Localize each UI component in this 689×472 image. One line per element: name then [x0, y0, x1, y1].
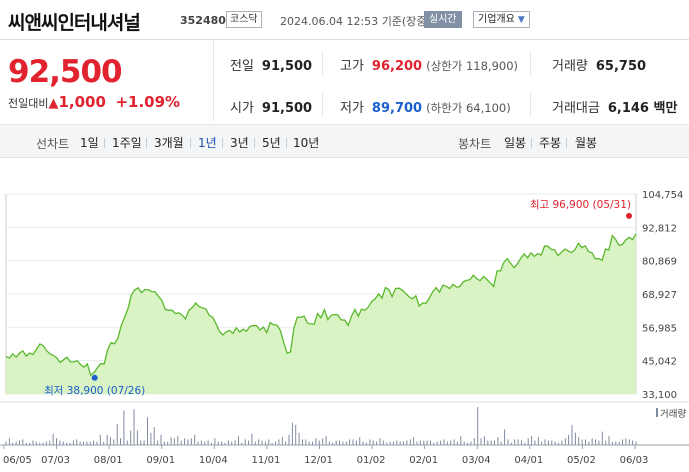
candle-chart-label: 봉차트 [458, 137, 492, 151]
volume-legend-swatch [656, 408, 658, 417]
high-annotation: 최고 96,900 (05/31) [530, 199, 631, 211]
x-tick-label: 09/01 [146, 455, 175, 466]
chart-period-tabs: 선차트 1일 1주일 3개월 1년 3년 5년 10년 봉차트 일봉 주봉 월봉 [0, 124, 689, 158]
tab-separator [222, 138, 223, 148]
y-tick-label: 92,812 [642, 223, 677, 234]
x-tick-label: 12/01 [304, 455, 333, 466]
current-price: 92,500 [8, 54, 123, 90]
low-stat: 저가 89,700 (하한가 64,100) [340, 97, 511, 116]
tab-separator [286, 138, 287, 148]
x-tick-label: 10/04 [199, 455, 228, 466]
market-badge: 코스닥 [226, 11, 262, 28]
y-tick-label: 80,869 [642, 257, 677, 268]
divider [322, 93, 323, 117]
price-line [5, 233, 637, 377]
high-label: 고가 [340, 59, 364, 74]
up-triangle-icon: ▲ [48, 96, 59, 111]
price-change: 전일대비▲1,000 +1.09% [8, 93, 180, 111]
x-tick-label: 03/04 [462, 455, 491, 466]
volume-label: 거래량 [552, 59, 588, 74]
change-label: 전일대비 [8, 97, 49, 110]
x-tick-label: 02/01 [409, 455, 438, 466]
tab-3y[interactable]: 3년 [230, 136, 249, 150]
stock-code: 352480 [180, 14, 226, 27]
price-panel: 92,500 전일대비▲1,000 +1.09% [0, 41, 214, 121]
tab-separator [104, 138, 105, 148]
stock-header: 씨앤씨인터내셔널 352480 코스닥 2024.06.04 12:53 기준(… [0, 0, 689, 40]
volume-bars: 거래량 [0, 401, 689, 446]
volume-legend-label: 거래량 [660, 408, 686, 420]
prev-close-stat: 전일 91,500 [230, 55, 312, 74]
open-value: 91,500 [261, 101, 313, 116]
tab-3m[interactable]: 3개월 [154, 136, 184, 150]
x-tick-label: 01/02 [357, 455, 386, 466]
trade-value-stat: 거래대금 6,146 백만 [552, 97, 677, 116]
x-tick-label: 08/01 [94, 455, 123, 466]
x-tick-label: 04/01 [514, 455, 543, 466]
company-overview-label: 기업개요 [478, 14, 515, 25]
tab-1d[interactable]: 1일 [80, 136, 99, 150]
realtime-button[interactable]: 실시간 [424, 11, 462, 28]
tab-separator [566, 138, 567, 148]
open-label: 시가 [230, 101, 254, 116]
y-tick-label: 68,927 [642, 290, 677, 301]
low-marker [91, 374, 98, 381]
x-axis-ticks: 06/05 07/03 08/01 09/01 10/04 11/01 12/01 01/02… [3, 445, 648, 466]
tab-5y[interactable]: 5년 [262, 136, 281, 150]
lower-limit: (하한가 64,100) [426, 101, 511, 115]
low-label: 저가 [340, 101, 364, 116]
x-tick-label: 06/03 [620, 455, 649, 466]
quote-datetime: 2024.06.04 12:53 기준(장중) [280, 13, 431, 29]
y-tick-label: 56,985 [642, 323, 677, 334]
high-marker [626, 212, 632, 219]
divider [322, 51, 323, 75]
open-stat: 시가 91,500 [230, 97, 312, 116]
y-tick-label: 45,042 [642, 357, 677, 368]
tab-weekly-candle[interactable]: 주봉 [539, 136, 562, 150]
volume-value: 65,750 [595, 59, 647, 74]
low-annotation: 최저 38,900 (07/26) [44, 385, 145, 397]
datetime-value: 2024.06.04 12:53 [280, 15, 379, 28]
company-overview-dropdown[interactable]: 기업개요 ▼ [473, 11, 530, 28]
trade-value-label: 거래대금 [552, 101, 600, 116]
tab-separator [190, 138, 191, 148]
trade-value-value: 6,146 백만 [607, 101, 678, 116]
y-tick-label: 33,100 [642, 390, 677, 401]
y-axis-ticks: 104,754 92,812 80,869 68,927 56,985 45,042 33,… [642, 190, 683, 401]
volume-stat: 거래량 65,750 [552, 55, 646, 74]
annotations: 최고 96,900 (05/31) 최저 38,900 (07/26) [44, 199, 632, 397]
tab-separator [254, 138, 255, 148]
high-value: 96,200 [371, 59, 423, 74]
price-area-fill [6, 234, 636, 394]
x-tick-label: 07/03 [41, 455, 70, 466]
quote-stats: 전일 91,500 고가 96,200 (상한가 118,900) 거래량 65,750… [214, 41, 689, 121]
upper-limit: (상한가 118,900) [426, 59, 519, 73]
tab-separator [146, 138, 147, 148]
basis-text: 기준(장중) [381, 15, 431, 28]
tab-separator [531, 138, 532, 148]
prev-close-value: 91,500 [261, 59, 313, 74]
chevron-down-icon: ▼ [517, 15, 525, 25]
change-amount: 1,000 [58, 93, 106, 111]
x-tick-label: 05/02 [567, 455, 596, 466]
tab-1w[interactable]: 1주일 [112, 136, 142, 150]
line-chart-label: 선차트 [36, 137, 70, 151]
divider [530, 51, 531, 75]
x-tick-label: 11/01 [252, 455, 281, 466]
tab-daily-candle[interactable]: 일봉 [504, 136, 527, 150]
tab-monthly-candle[interactable]: 월봉 [575, 136, 598, 150]
prev-close-label: 전일 [230, 59, 254, 74]
x-tick-label: 06/05 [3, 455, 32, 466]
stock-name: 씨앤씨인터내셔널 [8, 12, 141, 34]
tab-1y[interactable]: 1년 [198, 136, 217, 150]
tab-10y[interactable]: 10년 [293, 136, 320, 150]
divider [530, 93, 531, 117]
y-tick-label: 104,754 [642, 190, 683, 201]
low-value: 89,700 [371, 101, 423, 116]
change-percent: +1.09% [115, 93, 181, 111]
price-chart[interactable]: 104,754 92,812 80,869 68,927 56,985 45,042 33,… [0, 162, 689, 472]
high-stat: 고가 96,200 (상한가 118,900) [340, 55, 518, 74]
